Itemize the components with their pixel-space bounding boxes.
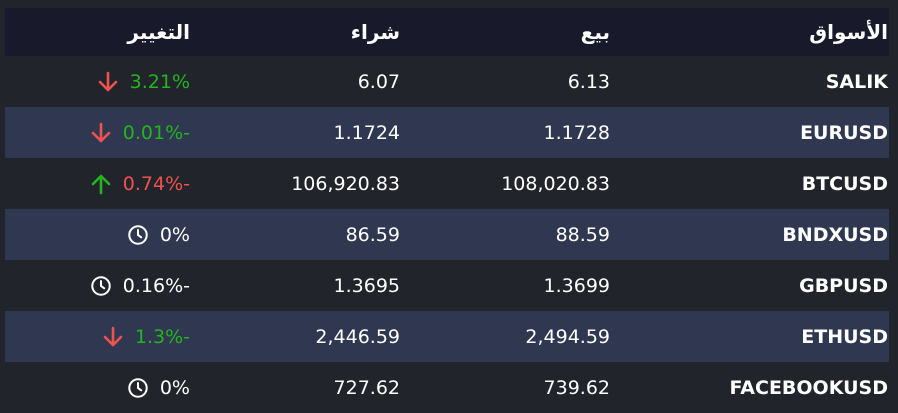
buy-price: 727.62 (333, 376, 400, 399)
market-name: BNDXUSD (782, 223, 888, 246)
arrow-down-icon (96, 70, 120, 94)
buy-price: 106,920.83 (291, 172, 400, 195)
arrow-up-icon (89, 172, 113, 196)
change-percent: 0.74%- (122, 172, 190, 195)
change-cell: 0.74%- (89, 158, 190, 209)
change-percent: 0.16%- (122, 274, 190, 297)
header-sell[interactable]: بيع (580, 20, 610, 44)
change-cell: 0% (126, 209, 190, 260)
change-cell: 0% (126, 362, 190, 413)
markets-table: الأسواق بيع شراء التغيير SALIK 6.13 6.07… (5, 8, 889, 413)
table-row[interactable]: GBPUSD 1.3699 1.3695 0.16%- (5, 260, 889, 311)
change-percent: 1.3%- (134, 325, 190, 348)
sell-price: 739.62 (543, 376, 610, 399)
market-name: EURUSD (800, 121, 888, 144)
market-name: BTCUSD (801, 172, 888, 195)
sell-price: 6.13 (567, 70, 610, 93)
buy-price: 2,446.59 (315, 325, 400, 348)
market-name: GBPUSD (799, 274, 888, 297)
header-change[interactable]: التغيير (127, 20, 190, 44)
arrow-down-icon (89, 121, 113, 145)
sell-price: 1.1728 (543, 121, 610, 144)
change-percent: 3.21% (129, 70, 190, 93)
change-percent: 0.01%- (122, 121, 190, 144)
buy-price: 86.59 (345, 223, 400, 246)
market-name: ETHUSD (801, 325, 888, 348)
arrow-down-icon (101, 325, 125, 349)
clock-icon (126, 223, 150, 247)
sell-price: 1.3699 (543, 274, 610, 297)
market-name: SALIK (825, 70, 888, 93)
buy-price: 1.3695 (333, 274, 400, 297)
header-markets[interactable]: الأسواق (809, 20, 888, 44)
buy-price: 1.1724 (333, 121, 400, 144)
change-cell: 3.21% (96, 56, 190, 107)
sell-price: 2,494.59 (525, 325, 610, 348)
sell-price: 88.59 (555, 223, 610, 246)
buy-price: 6.07 (357, 70, 400, 93)
clock-icon (89, 274, 113, 298)
market-name: FACEBOOKUSD (729, 376, 889, 399)
header-buy[interactable]: شراء (350, 20, 400, 44)
change-percent: 0% (159, 223, 190, 246)
change-percent: 0% (159, 376, 190, 399)
table-row[interactable]: BTCUSD 108,020.83 106,920.83 0.74%- (5, 158, 889, 209)
change-cell: 0.16%- (89, 260, 190, 311)
clock-icon (126, 376, 150, 400)
change-cell: 0.01%- (89, 107, 190, 158)
change-cell: 1.3%- (101, 311, 190, 362)
table-row[interactable]: SALIK 6.13 6.07 3.21% (5, 56, 889, 107)
table-row[interactable]: FACEBOOKUSD 739.62 727.62 0% (5, 362, 889, 413)
table-header: الأسواق بيع شراء التغيير (5, 8, 889, 56)
sell-price: 108,020.83 (501, 172, 610, 195)
table-row[interactable]: ETHUSD 2,494.59 2,446.59 1.3%- (5, 311, 889, 362)
table-row[interactable]: EURUSD 1.1728 1.1724 0.01%- (5, 107, 889, 158)
table-row[interactable]: BNDXUSD 88.59 86.59 0% (5, 209, 889, 260)
